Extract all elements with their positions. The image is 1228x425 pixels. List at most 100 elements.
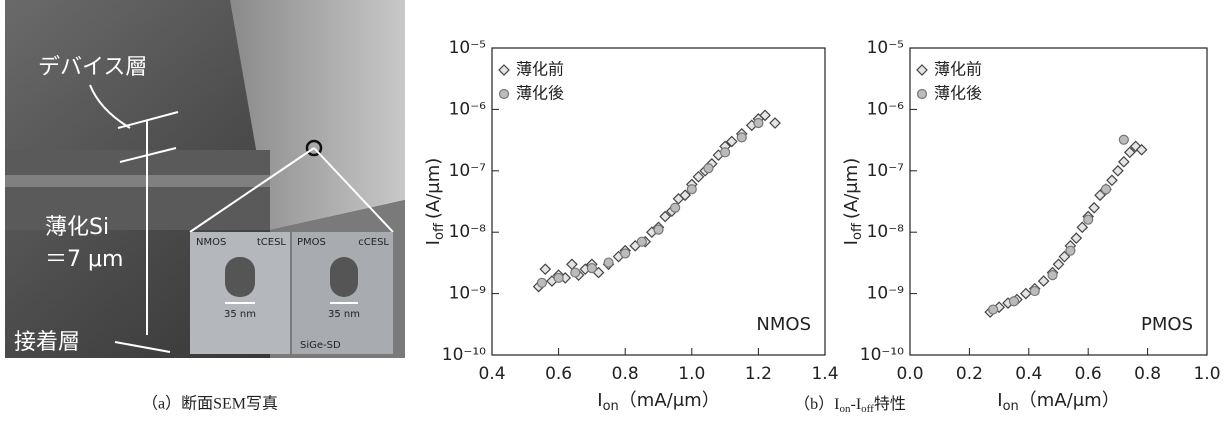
x-tick-label: 0.0 [896, 364, 923, 384]
inset-leader [313, 147, 394, 233]
point [636, 236, 647, 247]
x-tick-label: 1.4 [811, 364, 838, 384]
point [536, 277, 548, 288]
inset-label: cCESL [358, 237, 389, 248]
inset-label: 35 nm [224, 309, 256, 320]
label-main: I [423, 240, 444, 245]
caption-part: -I [851, 396, 862, 413]
y-tick-label: 10⁻⁹ [867, 284, 905, 304]
legend-label: 薄化後 [516, 84, 564, 103]
point [1112, 164, 1124, 177]
point [1100, 184, 1112, 195]
annotation: PMOS [1141, 314, 1193, 335]
point [1070, 232, 1083, 244]
inset-label: SiGe-SD [300, 340, 341, 351]
y-tick-label: 10⁻⁶ [867, 99, 905, 119]
caption: （b）Ion-Ioff特性 [794, 395, 906, 415]
point [1135, 143, 1148, 156]
point [1088, 201, 1100, 214]
y-tick-label: 10⁻¹⁰ [442, 345, 486, 365]
legend-marker [498, 88, 510, 100]
point [1123, 146, 1136, 159]
point [586, 263, 598, 274]
y-tick-label: 10⁻⁸ [449, 222, 487, 242]
caption-sub: on [840, 403, 852, 415]
inset-label: PMOS [297, 237, 326, 248]
plot-frame [909, 47, 1208, 356]
inset-label: tCESL [257, 237, 287, 248]
label-sub: on [1003, 399, 1019, 414]
photo-label: ＝7 μm [45, 247, 123, 272]
x-tick-label: 0.2 [956, 364, 983, 384]
y-axis-label: Ioff (A/μm) [841, 158, 865, 246]
boundary-line [119, 147, 177, 163]
caption: （a）断面SEM写真 [142, 395, 278, 413]
photo-label: 薄化Si [45, 215, 109, 240]
inset-leader [189, 147, 315, 233]
point [1052, 258, 1065, 271]
point [692, 170, 705, 183]
x-axis-label: Ion（mA/μm） [597, 390, 719, 414]
point [1065, 245, 1076, 256]
x-tick-label: 1.0 [1193, 364, 1220, 384]
boundary-line [117, 111, 179, 129]
device-pattern [5, 175, 270, 187]
x-tick-label: 0.8 [1134, 364, 1161, 384]
inset-label: 35 nm [328, 309, 360, 320]
inset-marker [305, 139, 323, 157]
point [603, 257, 614, 268]
point [703, 163, 714, 174]
photo-top-surface [230, 0, 405, 230]
caption-part: 特性 [874, 395, 906, 413]
point [679, 189, 691, 202]
label-arrow [89, 84, 131, 129]
label-sub: on [603, 399, 619, 414]
gate [330, 257, 358, 297]
label-sub: off [432, 222, 447, 240]
label-unit: (A/μm) [841, 158, 862, 219]
point [659, 210, 672, 223]
y-tick-label: 10⁻⁹ [449, 284, 487, 304]
point [553, 272, 564, 284]
y-tick-label: 10⁻¹⁰ [860, 345, 904, 365]
point [686, 184, 697, 195]
caption-sub: off [861, 403, 874, 415]
x-tick-label: 1.0 [678, 364, 705, 384]
y-tick-label: 10⁻⁵ [449, 38, 486, 58]
point [1106, 174, 1118, 187]
point [1118, 134, 1129, 145]
point [1037, 275, 1050, 287]
x-tick-label: 1.2 [745, 364, 772, 384]
x-tick-label: 0.4 [478, 364, 505, 384]
legend-label: 薄化後 [934, 84, 982, 103]
point [539, 263, 552, 276]
label-unit: (A/μm) [423, 158, 444, 219]
point [1117, 155, 1130, 168]
device-layer-band [5, 150, 270, 230]
label-main: I [997, 390, 1002, 411]
gate [225, 257, 255, 297]
point [753, 117, 764, 129]
plot-frame [491, 47, 826, 356]
point [759, 109, 771, 122]
point [1029, 285, 1040, 297]
boundary-line [114, 341, 171, 353]
point [988, 304, 999, 315]
caption-part: （b）I [794, 395, 839, 413]
point [719, 147, 731, 158]
legend-label: 薄化前 [934, 60, 982, 79]
y-tick-label: 10⁻⁸ [867, 222, 905, 242]
legend-marker [498, 64, 510, 76]
x-axis-label: Ion（mA/μm） [997, 390, 1119, 414]
sem-photo: NMOS tCESL 35 nm PMOS cCESL 35 nm SiGe-S… [5, 0, 405, 358]
point [1019, 287, 1032, 300]
y-tick-label: 10⁻⁶ [449, 99, 487, 119]
legend-marker [916, 64, 928, 76]
legend-label: 薄化前 [516, 60, 564, 79]
x-tick-label: 0.6 [545, 364, 572, 384]
x-tick-label: 0.8 [612, 364, 639, 384]
point [1076, 221, 1089, 234]
photo-label: デバイス層 [38, 55, 147, 80]
point [653, 224, 664, 235]
